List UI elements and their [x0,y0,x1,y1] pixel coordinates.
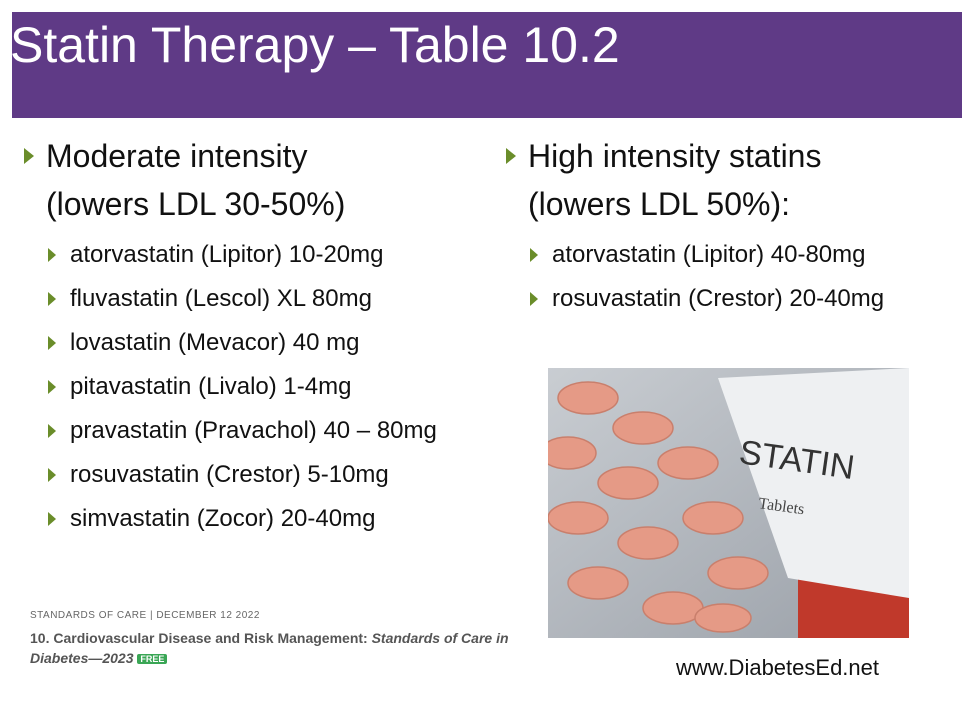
bullet [530,248,538,262]
bullet [48,512,56,526]
bullet [48,380,56,394]
list-item: rosuvastatin (Crestor) 20-40mg [530,280,962,318]
bullet [48,424,56,438]
list-item: atorvastatin (Lipitor) 40-80mg [530,236,962,274]
title-bar [12,12,962,118]
item-text: fluvastatin (Lescol) XL 80mg [70,285,372,312]
item-text: simvastatin (Zocor) 20-40mg [70,505,376,532]
right-heading: High intensity statins (lowers LDL 50%): [506,132,821,228]
heading-line: Moderate intensity [24,132,345,180]
item-text: rosuvastatin (Crestor) 20-40mg [552,285,885,312]
heading-text: High intensity statins [528,138,822,174]
bullet [48,292,56,306]
citation-italic: Standards of Care in Diabetes—2023 [30,630,509,666]
list-item: rosuvastatin (Crestor) 5-10mg [48,456,465,494]
statin-photo: STATIN Tablets [548,368,909,638]
bullet [48,336,56,350]
heading-line: (lowers LDL 50%): [528,186,791,222]
bullet [48,468,56,482]
heading-line: High intensity statins [506,132,821,180]
item-text: rosuvastatin (Crestor) 5-10mg [70,461,389,488]
left-list: atorvastatin (Lipitor) 10-20mg fluvastati… [48,236,465,544]
heading-text: Moderate intensity [46,138,308,174]
list-item: fluvastatin (Lescol) XL 80mg [48,280,465,318]
citation-meta: STANDARDS OF CARE | DECEMBER 12 2022 [30,610,260,621]
list-item: atorvastatin (Lipitor) 10-20mg [48,236,465,274]
footer-url: www.DiabetesEd.net [676,655,879,680]
list-item: simvastatin (Zocor) 20-40mg [48,500,465,538]
free-badge: FREE [137,654,168,665]
list-item: lovastatin (Mevacor) 40 mg [48,324,465,362]
heading-line: (lowers LDL 30-50%) [46,186,346,222]
bullet [530,292,538,306]
item-text: atorvastatin (Lipitor) 40-80mg [552,241,866,268]
citation-text: 10. Cardiovascular Disease and Risk Mana… [30,630,372,646]
photo-sublabel: Tablets [757,495,805,518]
item-text: atorvastatin (Lipitor) 10-20mg [70,241,384,268]
list-item: pitavastatin (Livalo) 1-4mg [48,368,465,406]
item-text: pitavastatin (Livalo) 1-4mg [70,373,352,400]
right-list: atorvastatin (Lipitor) 40-80mg rosuvastat… [530,236,962,324]
bullet [48,248,56,262]
citation-title: 10. Cardiovascular Disease and Risk Mana… [30,628,530,669]
left-heading: Moderate intensity (lowers LDL 30-50%) [24,132,345,228]
item-text: pravastatin (Pravachol) 40 – 80mg [70,417,437,444]
slide-title: Statin Therapy – Table 10.2 [10,17,620,73]
list-item: pravastatin (Pravachol) 40 – 80mg [48,412,465,450]
item-text: lovastatin (Mevacor) 40 mg [70,329,360,356]
